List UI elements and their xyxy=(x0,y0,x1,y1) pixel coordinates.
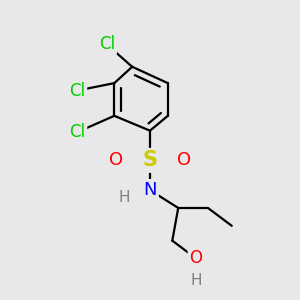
Text: H: H xyxy=(190,273,202,288)
Text: O: O xyxy=(190,250,202,268)
Text: S: S xyxy=(142,150,158,170)
Text: Cl: Cl xyxy=(99,35,115,53)
Text: O: O xyxy=(177,152,191,169)
Text: H: H xyxy=(119,190,130,205)
Text: N: N xyxy=(143,181,157,199)
Text: Cl: Cl xyxy=(69,123,85,141)
Text: Cl: Cl xyxy=(69,82,85,100)
Text: O: O xyxy=(109,152,123,169)
